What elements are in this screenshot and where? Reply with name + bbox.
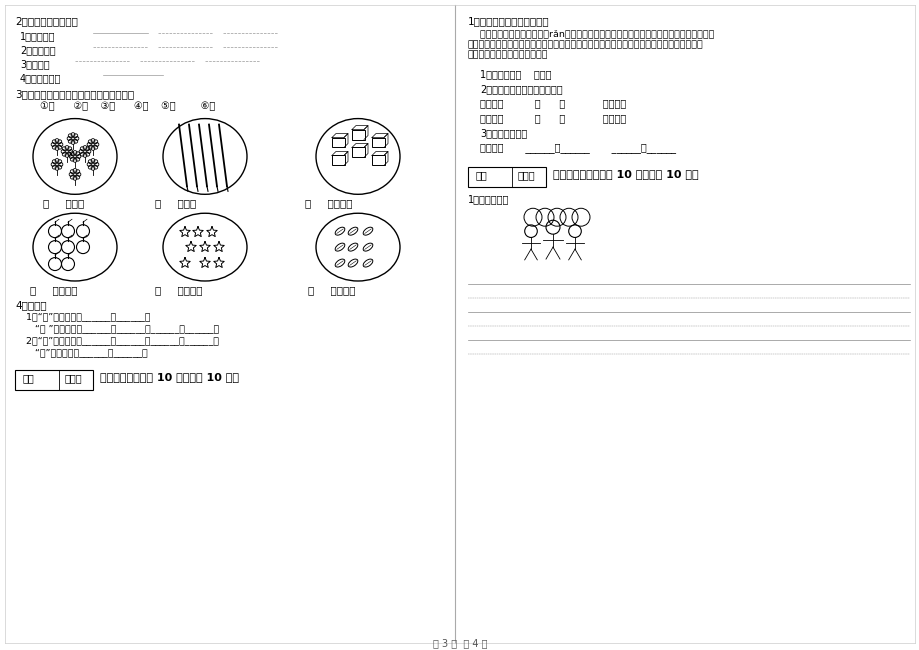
Text: （     ）枝笔: （ ）枝笔	[154, 198, 196, 208]
Bar	[371, 138, 384, 148]
Text: 1、阅读文段，按要求作答。: 1、阅读文段，按要求作答。	[468, 16, 549, 26]
Text: 飞。春天真美丽呀！我爱春天。: 飞。春天真美丽呀！我爱春天。	[468, 51, 548, 60]
Text: 飞来飞去       ______米______       ______米______: 飞来飞去 ______米______ ______米______	[480, 144, 675, 153]
Bar	[15, 370, 93, 389]
Text: 3、长长的: 3、长长的	[20, 58, 50, 69]
Text: 娩娩的（          ）      （            ）的天空: 娩娩的（ ） （ ）的天空	[480, 99, 626, 109]
Text: 2、飞来飞去: 2、飞来飞去	[20, 45, 55, 55]
Text: 2、“日”加一笔变成______、______、______、______。: 2、“日”加一笔变成______、______、______、______。	[20, 336, 219, 344]
Text: 1、“口”加一笔变成______、______。: 1、“口”加一笔变成______、______。	[20, 312, 151, 321]
Text: 2、在短文中选合适的词填空。: 2、在短文中选合适的词填空。	[480, 84, 562, 94]
Text: （     ）颗星星: （ ）颗星星	[154, 285, 202, 295]
Ellipse shape	[335, 259, 345, 267]
Text: 3、我会数一数，选择填空。（只填序号）: 3、我会数一数，选择填空。（只填序号）	[15, 88, 134, 99]
Ellipse shape	[335, 227, 345, 235]
Bar	[352, 148, 365, 157]
Bar	[371, 155, 384, 165]
Ellipse shape	[347, 227, 357, 235]
Bar	[468, 168, 545, 187]
Ellipse shape	[363, 227, 372, 235]
Ellipse shape	[315, 213, 400, 281]
Bar	[332, 138, 345, 148]
Text: 淡淡的白云，红红的太阳撒下温暖的阳光。远远一片片野花都开了，美丽的蝴蝶在花丛中飞来: 淡淡的白云，红红的太阳撒下温暖的阳光。远远一片片野花都开了，美丽的蝴蝶在花丛中飞…	[468, 40, 703, 49]
Ellipse shape	[363, 259, 372, 267]
Text: 春天来了，小草慢慢地染（rǎn）綠了大地，树木开始长出了娩娩的綠叶，蓝蓝的天空飘着: 春天来了，小草慢慢地染（rǎn）綠了大地，树木开始长出了娩娩的綠叶，蓝蓝的天空飘…	[468, 29, 713, 38]
Text: 温暖的（          ）      （            ）的太阳: 温暖的（ ） （ ）的太阳	[480, 114, 626, 124]
Ellipse shape	[33, 213, 117, 281]
Text: 评卷人: 评卷人	[517, 170, 535, 181]
Bar	[332, 155, 345, 165]
Ellipse shape	[347, 259, 357, 267]
Ellipse shape	[335, 243, 345, 251]
Text: 4、一个又一个: 4、一个又一个	[20, 73, 62, 83]
Ellipse shape	[363, 243, 372, 251]
Text: 4、我会变: 4、我会变	[15, 300, 47, 310]
Text: 1、干干净净: 1、干干净净	[20, 31, 55, 41]
Ellipse shape	[163, 213, 246, 281]
Text: 2、照样子，写词语。: 2、照样子，写词语。	[15, 16, 78, 26]
Text: （     ）个苹果: （ ）个苹果	[30, 285, 77, 295]
Text: 八、看图作答（每题 10 分，共计 10 分）: 八、看图作答（每题 10 分，共计 10 分）	[552, 170, 698, 179]
Ellipse shape	[315, 118, 400, 194]
Text: “口 ”加两笔变成______、______、______、______。: “口 ”加两笔变成______、______、______、______。	[20, 324, 219, 333]
Text: 1、看图写话。: 1、看图写话。	[468, 194, 509, 204]
Text: 评卷人: 评卷人	[65, 372, 83, 383]
Text: 1、这段共有（    ）句。: 1、这段共有（ ）句。	[480, 69, 550, 79]
Text: 第 3 页  共 4 页: 第 3 页 共 4 页	[432, 638, 487, 648]
Text: 3、照样子填空。: 3、照样子填空。	[480, 129, 527, 138]
Text: 七、阅读题（每题 10 分，共计 10 分）: 七、阅读题（每题 10 分，共计 10 分）	[100, 372, 239, 382]
Bar	[352, 129, 365, 140]
Text: （     ）块橡皮: （ ）块橡皮	[305, 198, 352, 208]
Text: 得分: 得分	[23, 372, 35, 383]
Ellipse shape	[347, 243, 357, 251]
Ellipse shape	[163, 118, 246, 194]
Text: （     ）朵花: （ ）朵花	[43, 198, 85, 208]
Text: 得分: 得分	[475, 170, 487, 181]
Text: ①四      ②六    ③八      ④七    ⑤五        ⑥三: ①四 ②六 ③八 ④七 ⑤五 ⑥三	[40, 101, 215, 112]
Text: （     ）片树叶: （ ）片树叶	[308, 285, 355, 295]
Ellipse shape	[33, 118, 117, 194]
Text: “日”加两笔变成______、______。: “日”加两笔变成______、______。	[20, 348, 148, 357]
